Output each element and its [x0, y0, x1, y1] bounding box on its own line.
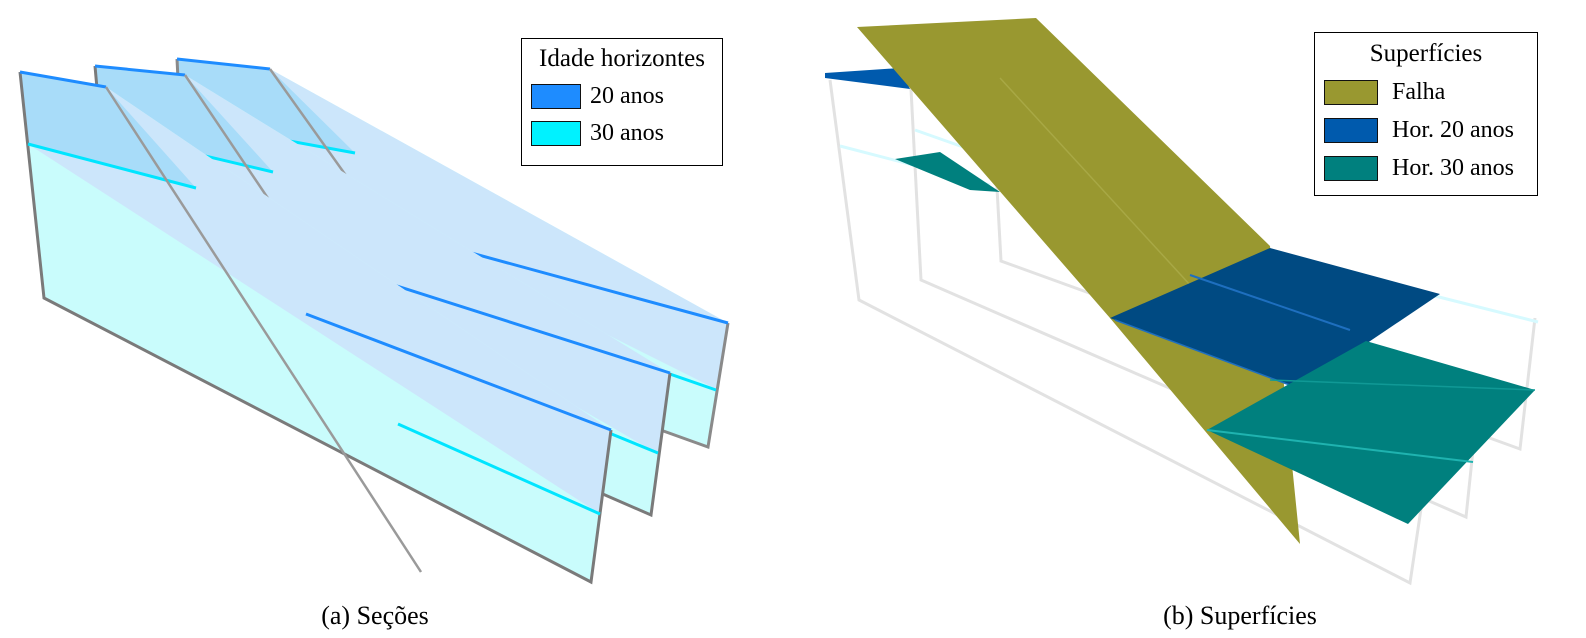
section-3-horizon-20-down: [452, 246, 729, 325]
legend-swatch-20-anos: [531, 83, 581, 109]
horizon-20-left-piece: [825, 68, 910, 89]
legend-item-hor-30: Hor. 30 anos: [1324, 153, 1537, 183]
legend-item-30-anos: 30 anos: [531, 118, 722, 148]
legend-surfaces: Superfícies Falha Hor. 20 anos Hor. 30 a…: [1314, 32, 1538, 196]
legend-horizon-age: Idade horizontes 20 anos 30 anos: [521, 38, 723, 166]
section-3-horizon-20: [176, 57, 271, 71]
panel-surfaces: Superfícies Falha Hor. 20 anos Hor. 30 a…: [790, 0, 1586, 638]
caption-sections: (a) Seções: [321, 601, 429, 630]
horizon-20-trace: [1189, 274, 1351, 331]
fault-surface: [857, 18, 1300, 544]
legend-swatch-falha: [1324, 79, 1378, 105]
legend-label-hor-20: Hor. 20 anos: [1392, 117, 1514, 143]
legend-label-30-anos: 30 anos: [590, 120, 664, 146]
section-3-overlap: [177, 59, 355, 153]
section-1: [18, 70, 613, 585]
horizon-20-edge: [1114, 319, 1296, 388]
section-1-fault-trace: [104, 86, 423, 573]
caption-surfaces: (b) Superfícies: [1163, 601, 1317, 630]
legend-swatch-30-anos: [531, 120, 581, 146]
legend-item-falha: Falha: [1324, 77, 1537, 107]
section-2-horizon-20: [94, 64, 186, 77]
horizon-30-left-piece: [895, 152, 1000, 192]
section-1-horizon-20-down: [305, 312, 612, 432]
legend-item-hor-20: Hor. 20 anos: [1324, 115, 1537, 145]
legend-item-20-anos: 20 anos: [531, 81, 722, 111]
horizon-20-right-piece: [1110, 248, 1440, 389]
section-1-horizon-30-down: [397, 422, 601, 516]
legend-title: Superfícies: [1369, 40, 1483, 67]
legend-title: Idade horizontes: [539, 45, 705, 72]
legend-swatch-hor-30: [1324, 155, 1378, 181]
legend-swatch-hor-20: [1324, 117, 1378, 143]
section-2-horizon-20-down: [377, 278, 671, 375]
horizon-30-edge: [1269, 379, 1536, 391]
sections-3d-view: [18, 57, 730, 585]
surfaces-3d-view: [825, 18, 1539, 586]
section-2-overlap: [95, 66, 273, 172]
horizon-30-trace: [1206, 429, 1474, 463]
section-1-horizon-20: [19, 70, 107, 89]
legend-label-hor-30: Hor. 30 anos: [1392, 155, 1514, 181]
legend-label-falha: Falha: [1392, 79, 1446, 105]
legend-label-20-anos: 20 anos: [590, 83, 664, 109]
section-1-frame: [18, 71, 613, 585]
panel-sections: Idade horizontes 20 anos 30 anos (a) Seç…: [0, 0, 790, 638]
